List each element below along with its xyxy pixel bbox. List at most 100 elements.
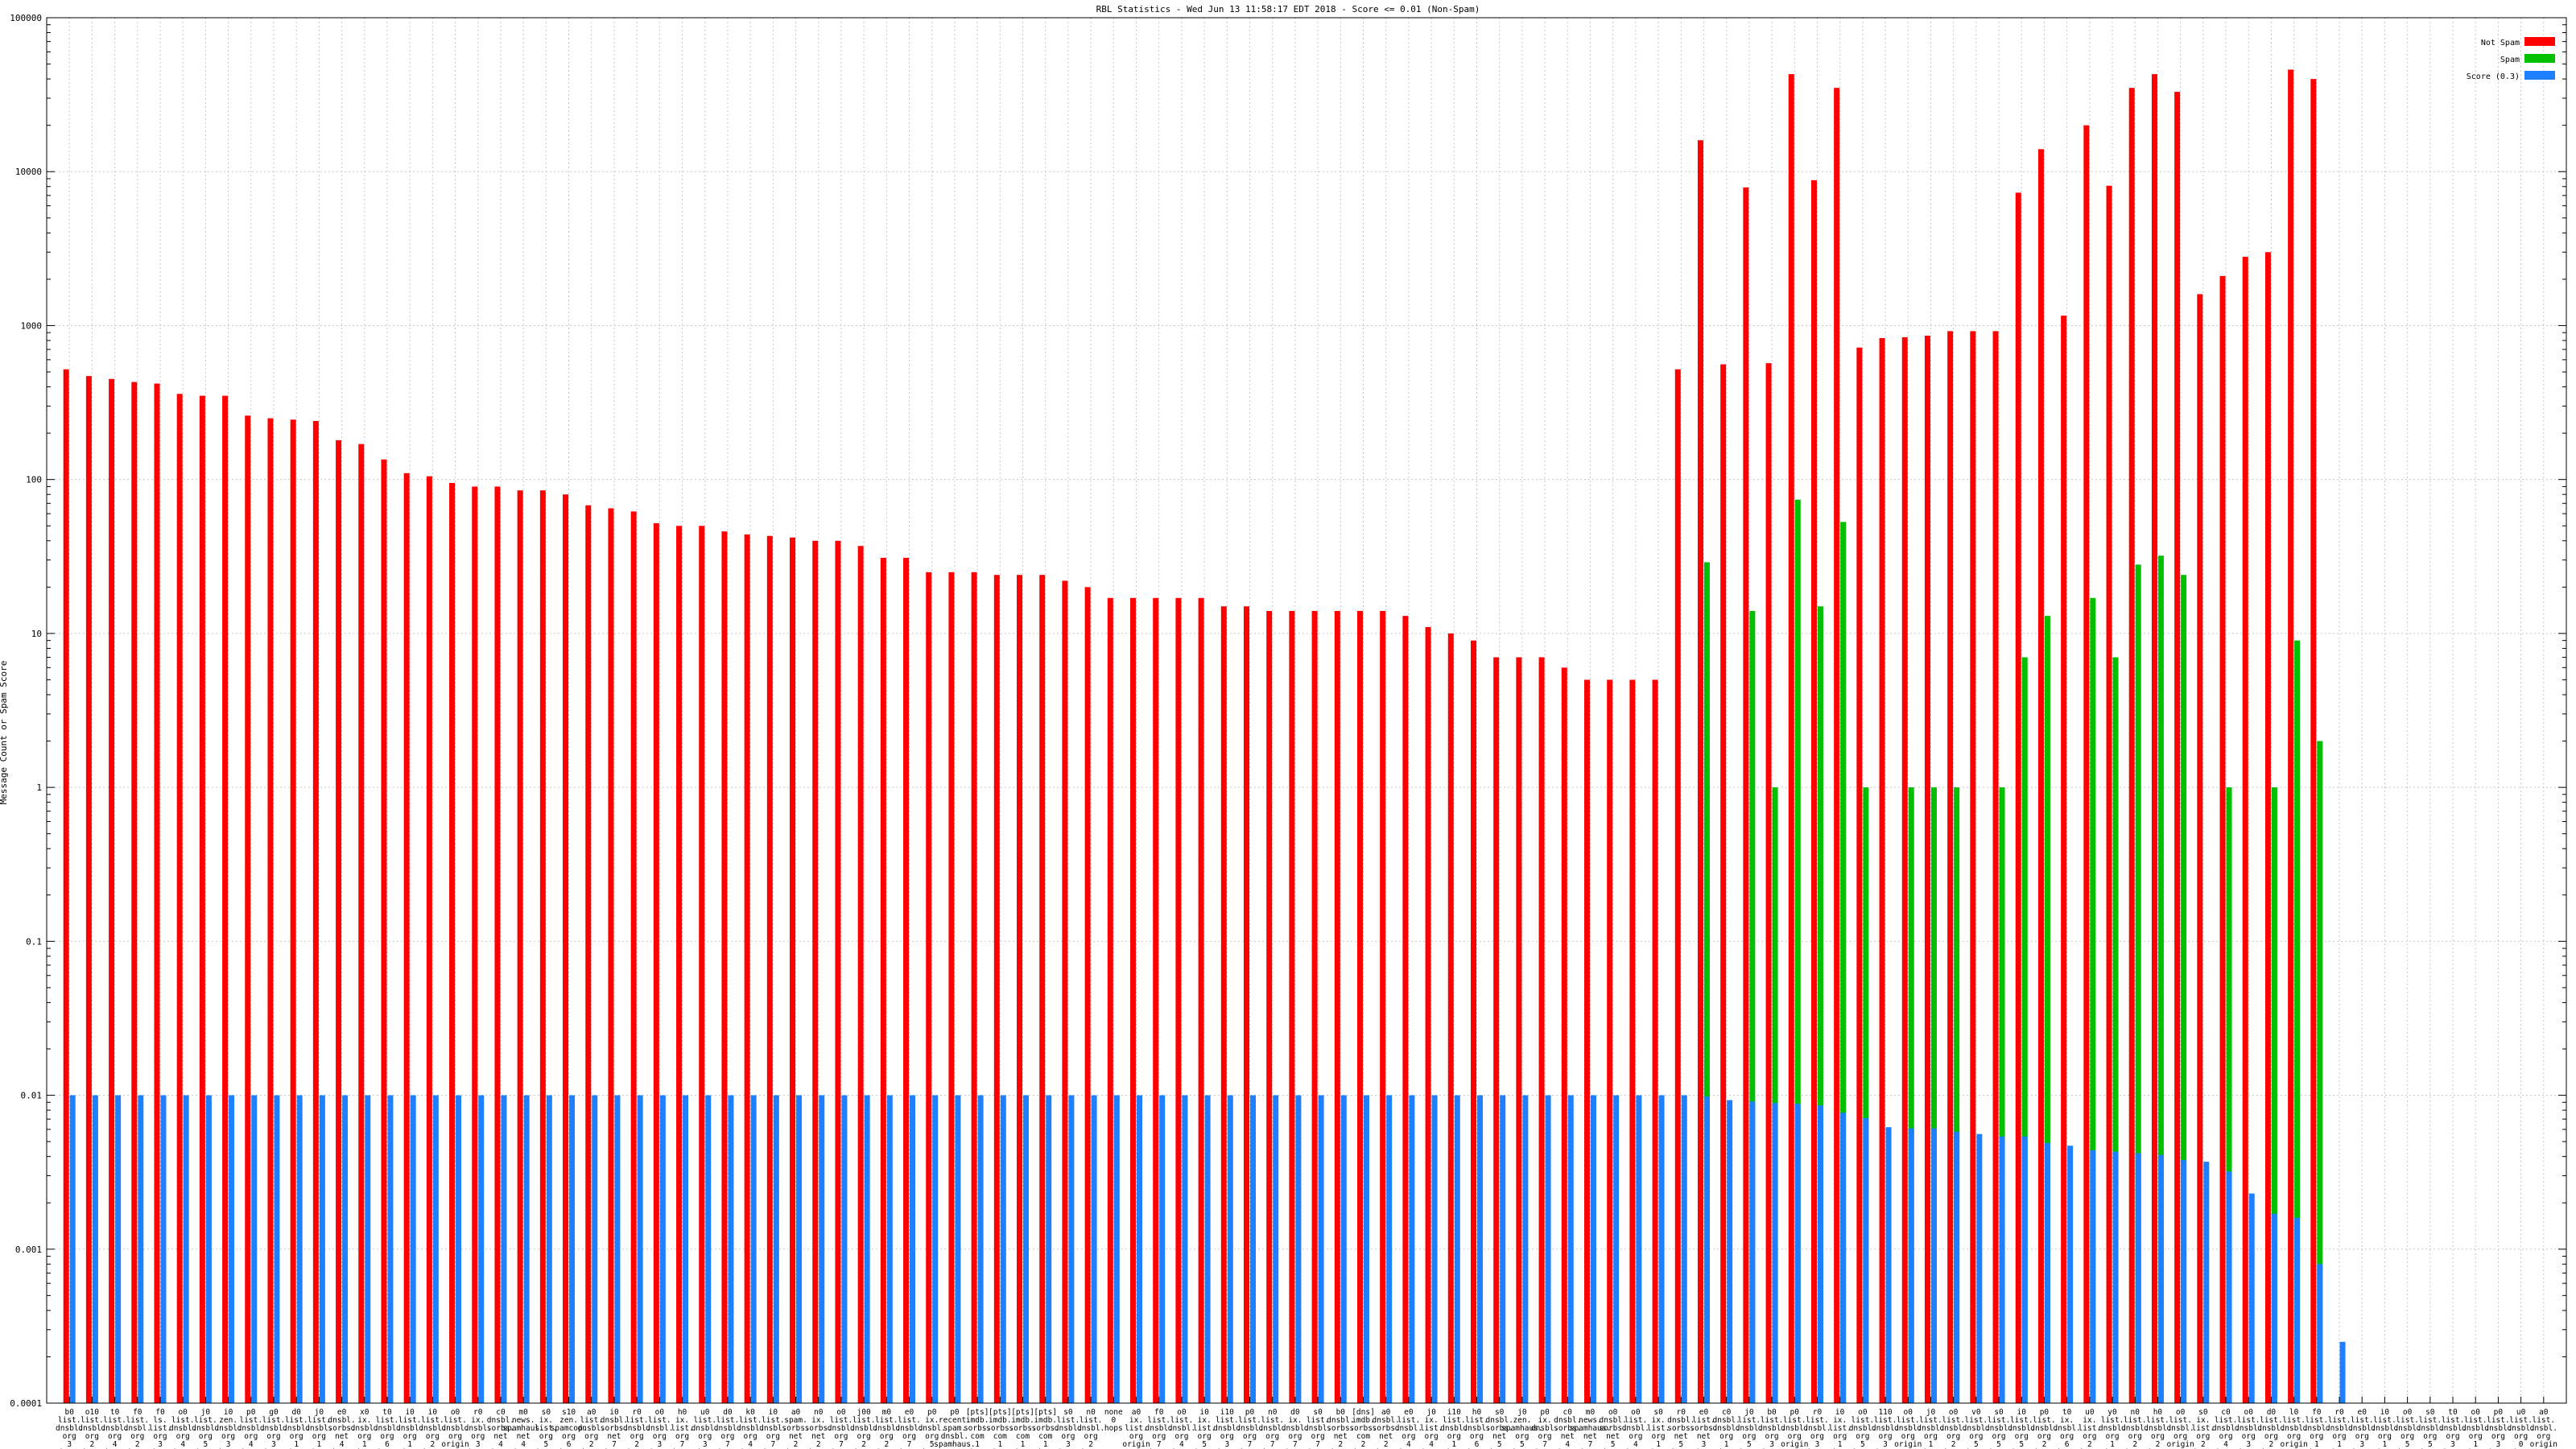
y-tick-label: 1 — [36, 782, 42, 793]
y-tick-label: 1000 — [21, 320, 43, 331]
bar-score-0-3 — [1658, 1095, 1665, 1403]
x-tick-labels: b0list.dnsbl.org3hopso10list.dnsbl.org2h… — [56, 1408, 2557, 1449]
bar-score-0-3 — [1999, 1136, 2005, 1403]
bar-spam — [2112, 657, 2119, 1403]
bar-score-0-3 — [1772, 1103, 1778, 1403]
bar-score-0-3 — [501, 1095, 507, 1403]
bar-not-spam — [721, 531, 728, 1404]
bar-not-spam — [790, 537, 796, 1404]
bar-score-0-3 — [1250, 1095, 1257, 1403]
bar-score-0-3 — [1454, 1095, 1460, 1403]
bar-not-spam — [1017, 575, 1023, 1403]
category-label: a0 ix. list. org origin — [1122, 1408, 1150, 1449]
bar-not-spam — [1992, 331, 1999, 1403]
legend-label: Spam — [2500, 56, 2520, 64]
bar-score-0-3 — [229, 1095, 235, 1403]
bar-not-spam — [1538, 657, 1545, 1403]
bar-not-spam — [1629, 679, 1636, 1403]
category-label: l0 list. dnsbl. org origin — [2280, 1408, 2307, 1449]
bar-score-0-3 — [2181, 1159, 2187, 1403]
bar-not-spam — [653, 522, 659, 1403]
bar-not-spam — [449, 482, 456, 1403]
y-tick-label: 0.001 — [15, 1245, 42, 1255]
bar-score-0-3 — [410, 1095, 416, 1403]
bar-not-spam — [2151, 74, 2157, 1403]
bar-score-0-3 — [1182, 1095, 1188, 1403]
bar-not-spam — [1561, 667, 1567, 1403]
bar-not-spam — [1175, 597, 1182, 1403]
bar-score-0-3 — [160, 1095, 167, 1403]
bar-not-spam — [926, 572, 932, 1403]
bar-score-0-3 — [2317, 1264, 2323, 1403]
bar-not-spam — [1062, 580, 1068, 1403]
bar-score-0-3 — [637, 1095, 643, 1403]
bar-score-0-3 — [1204, 1095, 1211, 1403]
bar-spam — [2090, 597, 2096, 1403]
bar-score-0-3 — [750, 1095, 757, 1403]
bar-score-0-3 — [1930, 1128, 1937, 1403]
category-label: o0 list. dnsbl. org origin — [1894, 1408, 1922, 1449]
bar-not-spam — [563, 494, 569, 1403]
bar-spam — [2181, 575, 2187, 1403]
bar-not-spam — [1516, 657, 1522, 1403]
bar-score-0-3 — [1727, 1100, 1733, 1403]
bar-score-0-3 — [1409, 1095, 1415, 1403]
bar-score-0-3 — [1159, 1095, 1166, 1403]
bar-score-0-3 — [1636, 1095, 1642, 1403]
bar-spam — [1930, 787, 1937, 1403]
bar-not-spam — [154, 383, 160, 1403]
bar-score-0-3 — [546, 1095, 552, 1403]
bar-not-spam — [245, 415, 251, 1404]
y-tick-label: 100 — [26, 475, 42, 485]
bar-score-0-3 — [659, 1095, 666, 1403]
bar-not-spam — [1834, 88, 1840, 1403]
bar-not-spam — [1220, 606, 1227, 1403]
bar-score-0-3 — [569, 1095, 576, 1403]
bar-not-spam — [176, 394, 183, 1403]
bar-score-0-3 — [1068, 1095, 1075, 1403]
bar-not-spam — [880, 557, 886, 1403]
bar-not-spam — [472, 486, 478, 1403]
bar-spam — [2044, 616, 2050, 1403]
bar-score-0-3 — [1863, 1117, 1869, 1403]
bar-score-0-3 — [1840, 1113, 1847, 1403]
bar-not-spam — [426, 476, 432, 1404]
bar-not-spam — [1311, 610, 1318, 1403]
bar-not-spam — [676, 526, 683, 1404]
bar-not-spam — [1198, 597, 1204, 1403]
bar-score-0-3 — [955, 1095, 961, 1403]
bar-spam — [1749, 610, 1756, 1403]
bar-score-0-3 — [2021, 1136, 2028, 1403]
bar-score-0-3 — [1817, 1105, 1823, 1403]
bar-score-0-3 — [2294, 1217, 2301, 1403]
bar-not-spam — [1130, 597, 1137, 1403]
bar-score-0-3 — [342, 1095, 349, 1403]
bar-score-0-3 — [2248, 1193, 2255, 1403]
bar-not-spam — [1743, 187, 1749, 1403]
bar-not-spam — [63, 369, 69, 1403]
bar-score-0-3 — [2044, 1142, 2050, 1403]
bar-not-spam — [630, 511, 637, 1403]
bar-not-spam — [1947, 331, 1954, 1403]
bar-score-0-3 — [592, 1095, 598, 1403]
bar-spam — [1817, 606, 1823, 1403]
bar-score-0-3 — [456, 1095, 462, 1403]
bar-spam — [1908, 787, 1914, 1403]
y-tick-label: 0.0001 — [10, 1398, 42, 1409]
bar-score-0-3 — [1885, 1127, 1892, 1403]
bar-not-spam — [1447, 633, 1454, 1403]
bar-score-0-3 — [1295, 1095, 1302, 1403]
category-label: a0 list. dnsbl. org origin — [2530, 1408, 2557, 1449]
bars — [63, 69, 2346, 1404]
legend: Not Spam Spam Score (0.3) — [2467, 37, 2555, 81]
bar-score-0-3 — [319, 1095, 325, 1403]
bar-not-spam — [267, 418, 274, 1403]
bar-score-0-3 — [705, 1095, 712, 1403]
bar-score-0-3 — [2226, 1171, 2232, 1403]
